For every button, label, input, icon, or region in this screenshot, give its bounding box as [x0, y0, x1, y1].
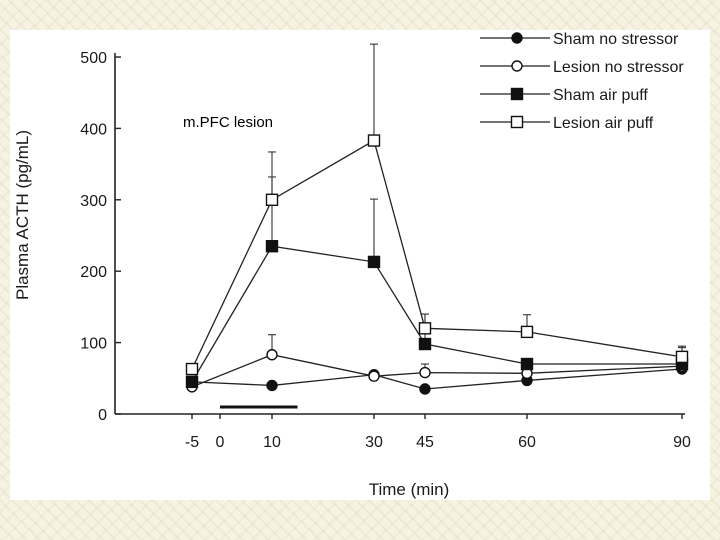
x-tick-label: 90 [673, 434, 691, 451]
x-tick-label: 0 [216, 434, 225, 451]
data-point [418, 322, 432, 335]
legend-marker [511, 60, 523, 72]
series-sham-air-puff [185, 176, 689, 389]
series-layer [185, 43, 689, 395]
series-line [191, 354, 683, 388]
data-point [520, 357, 534, 371]
y-tick-label: 400 [80, 121, 107, 138]
data-point [418, 337, 432, 351]
series-lesion-air-puff [185, 43, 689, 376]
y-tick-label: 200 [80, 264, 107, 281]
legend-label: Lesion air puff [553, 115, 654, 132]
legend-marker [510, 87, 524, 101]
acth-line-chart: 0 100 200 300 400 500 -5 0 10 30 45 60 90 Sham no st… [13, 31, 691, 499]
slide-frame: 0 100 200 300 400 500 -5 0 10 30 45 60 90 Sham no st… [10, 30, 710, 500]
x-axis-label: Time (min) [369, 480, 450, 499]
x-tick-label: 45 [416, 434, 434, 451]
x-tick-label: 30 [365, 434, 383, 451]
y-tick-label: 300 [80, 193, 107, 210]
legend-item: Lesion no stressor [480, 59, 684, 76]
legend-label: Sham no stressor [553, 31, 679, 48]
series-sham-no-stressor [186, 363, 688, 395]
axes: 0 100 200 300 400 500 -5 0 10 30 45 60 90 [80, 50, 691, 451]
mpfc-lesion-annotation: m.PFC lesion [183, 114, 274, 131]
data-point [185, 362, 199, 376]
y-tick-label: 500 [80, 50, 107, 67]
data-point [419, 366, 431, 379]
legend-marker [511, 32, 523, 44]
data-point [265, 240, 279, 253]
y-tick-label: 100 [80, 336, 107, 353]
data-point [185, 375, 199, 389]
y-tick-label: 0 [98, 407, 107, 424]
data-point [368, 370, 380, 382]
data-point [367, 255, 381, 269]
data-point [367, 134, 381, 147]
data-point [265, 193, 279, 207]
data-point [266, 349, 278, 361]
legend: Sham no stressor Lesion no stressor Sham a… [480, 31, 684, 132]
legend-label: Lesion no stressor [553, 59, 684, 76]
legend-item: Lesion air puff [480, 115, 654, 132]
series-line [191, 245, 682, 383]
legend-marker [510, 115, 524, 129]
x-tick-label: 60 [518, 434, 536, 451]
y-axis-label: Plasma ACTH (pg/mL) [13, 130, 32, 300]
data-point [520, 325, 534, 339]
data-point [419, 383, 431, 395]
legend-item: Sham air puff [480, 87, 648, 104]
series-line [191, 139, 683, 370]
x-tick-label: -5 [185, 434, 199, 451]
series-lesion-no-stressor [186, 334, 688, 393]
data-point [266, 379, 278, 392]
data-point [675, 350, 689, 364]
x-tick-label: 10 [263, 434, 281, 451]
legend-label: Sham air puff [553, 87, 648, 104]
legend-item: Sham no stressor [480, 31, 679, 48]
series-line [191, 368, 683, 390]
